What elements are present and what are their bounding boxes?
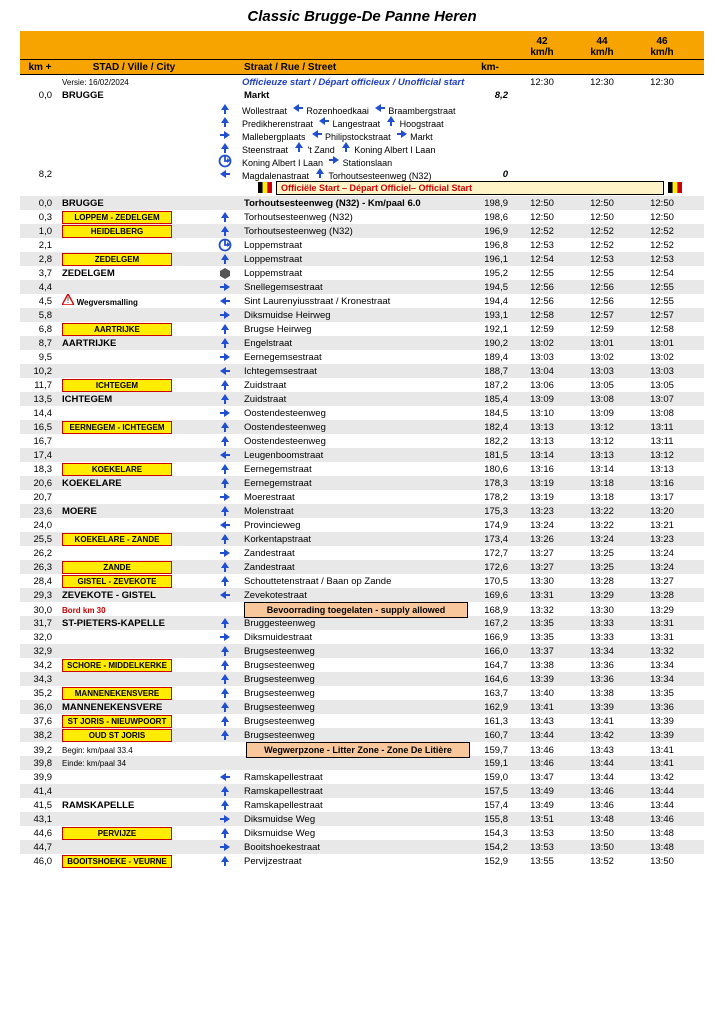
version-row: Versie: 16/02/2024 Officieuze start / Dé…	[20, 75, 704, 89]
table-row: 4,5 ! Wegversmalling Sint Laurenyiusstra…	[20, 294, 704, 308]
header-labels: km + STAD / Ville / City Straat / Rue / …	[20, 59, 704, 75]
table-row: 29,3 ZEVEKOTE - GISTEL Zevekotestraat 16…	[20, 588, 704, 602]
table-row: 30,0 Bord km 30 Bevoorrading toegelaten …	[20, 602, 704, 616]
table-row: 26,3 ZANDE Zandestraat 172,6 13:27 13:25…	[20, 560, 704, 574]
table-row: 34,3 Brugsesteenweg 164,6 13:39 13:36 13…	[20, 672, 704, 686]
table-row: 20,7 Moerestraat 178,2 13:19 13:18 13:17	[20, 490, 704, 504]
table-row: 24,0 Provincieweg 174,9 13:24 13:22 13:2…	[20, 518, 704, 532]
table-row: 6,8 AARTRIJKE Brugse Heirweg 192,1 12:59…	[20, 322, 704, 336]
speed-col-3: 46km/h	[632, 35, 692, 59]
page-title: Classic Brugge-De Panne Heren	[20, 8, 704, 25]
svg-text:!: !	[67, 296, 69, 305]
table-row: 18,3 KOEKELARE Eernegemstraat 180,6 13:1…	[20, 462, 704, 476]
table-row: 39,9 Ramskapellestraat 159,0 13:47 13:44…	[20, 770, 704, 784]
table-row: 4,4 Snellegemsestraat 194,5 12:56 12:56 …	[20, 280, 704, 294]
table-row: 2,8 ZEDELGEM Loppemstraat 196,1 12:54 12…	[20, 252, 704, 266]
speed-col-1: 42km/h	[512, 35, 572, 59]
table-row: 36,0 MANNENEKENSVERE Brugsesteenweg 162,…	[20, 700, 704, 714]
table-row: 0,3 LOPPEM - ZEDELGEM Torhoutsesteenweg …	[20, 210, 704, 224]
table-row: 16,7 Oostendesteenweg 182,2 13:13 13:12 …	[20, 434, 704, 448]
table-row: 41,4 Ramskapellestraat 157,5 13:49 13:46…	[20, 784, 704, 798]
table-row: 35,2 MANNENEKENSVERE Brugsesteenweg 163,…	[20, 686, 704, 700]
table-row: 37,6 ST JORIS - NIEUWPOORT Brugsesteenwe…	[20, 714, 704, 728]
table-row: 20,6 KOEKELARE Eernegemstraat 178,3 13:1…	[20, 476, 704, 490]
table-row: 38,2 OUD ST JORIS Brugsesteenweg 160,7 1…	[20, 728, 704, 742]
table-row: 0,0 BRUGGE Torhoutsesteenweg (N32) - Km/…	[20, 196, 704, 210]
table-row: 8,7 AARTRIJKE Engelstraat 190,2 13:02 13…	[20, 336, 704, 350]
table-row: 11,7 ICHTEGEM Zuidstraat 187,2 13:06 13:…	[20, 378, 704, 392]
table-row: 39,2 Begin: km/paal 33.4 Wegwerpzone - L…	[20, 742, 704, 756]
table-row: 32,9 Brugsesteenweg 166,0 13:37 13:34 13…	[20, 644, 704, 658]
table-row: 13,5 ICHTEGEM Zuidstraat 185,4 13:09 13:…	[20, 392, 704, 406]
header-row: 42km/h 44km/h 46km/h	[20, 31, 704, 59]
table-row: 2,1 Loppemstraat 196,8 12:53 12:52 12:52	[20, 238, 704, 252]
table-row: 23,6 MOERE Molenstraat 175,3 13:23 13:22…	[20, 504, 704, 518]
table-row: 1,0 HEIDELBERG Torhoutsesteenweg (N32) 1…	[20, 224, 704, 238]
table-row: 44,6 PERVIJZE Diksmuidse Weg 154,3 13:53…	[20, 826, 704, 840]
table-row: 5,8 Diksmuidse Heirweg 193,1 12:58 12:57…	[20, 308, 704, 322]
table-row: 32,0 Diksmuidestraat 166,9 13:35 13:33 1…	[20, 630, 704, 644]
table-row: 46,0 BOOITSHOEKE - VEURNE Pervijzestraat…	[20, 854, 704, 868]
table-row: 10,2 Ichtegemsestraat 188,7 13:04 13:03 …	[20, 364, 704, 378]
table-row: 28,4 GISTEL - ZEVEKOTE Schouttetenstraat…	[20, 574, 704, 588]
table-row: 25,5 KOEKELARE - ZANDE Korkentapstraat 1…	[20, 532, 704, 546]
table-row: 41,5 RAMSKAPELLE Ramskapellestraat 157,4…	[20, 798, 704, 812]
table-row: 3,7 ZEDELGEM Loppemstraat 195,2 12:55 12…	[20, 266, 704, 280]
table-row: 34,2 SCHORE - MIDDELKERKE Brugsesteenweg…	[20, 658, 704, 672]
table-row: 44,7 Booitshoekestraat 154,2 13:53 13:50…	[20, 840, 704, 854]
table-row: 43,1 Diksmuidse Weg 155,8 13:51 13:48 13…	[20, 812, 704, 826]
table-row: 9,5 Eernegemsestraat 189,4 13:03 13:02 1…	[20, 350, 704, 364]
table-row: 17,4 Leugenboomstraat 181,5 13:14 13:13 …	[20, 448, 704, 462]
speed-col-2: 44km/h	[572, 35, 632, 59]
table-row: 31,7 ST-PIETERS-KAPELLE Bruggesteenweg 1…	[20, 616, 704, 630]
table-row: 16,5 EERNEGEM - ICHTEGEM Oostendesteenwe…	[20, 420, 704, 434]
table-row: 26,2 Zandestraat 172,7 13:27 13:25 13:24	[20, 546, 704, 560]
official-start-banner: Officiële Start – Départ Officiel– Offic…	[20, 180, 704, 196]
table-row: 39,8 Einde: km/paal 34 159,1 13:46 13:44…	[20, 756, 704, 770]
table-row: 14,4 Oostendesteenweg 184,5 13:10 13:09 …	[20, 406, 704, 420]
